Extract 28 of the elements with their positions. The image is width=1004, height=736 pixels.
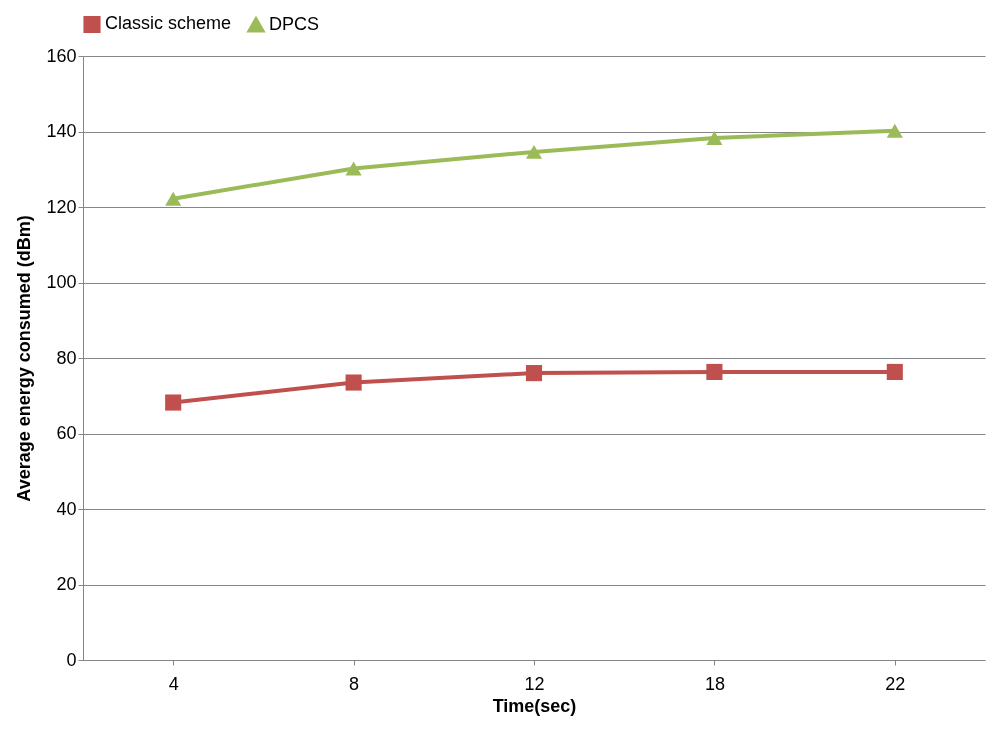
point (886, 123, 903, 138)
legend-label: DPCS (269, 13, 320, 34)
y-tick-label: 100 (46, 272, 77, 292)
y-tick-label: 140 (46, 121, 77, 141)
x-tick-label: 12 (524, 673, 545, 694)
legend-label: Classic scheme (105, 13, 232, 34)
point (706, 363, 723, 381)
y-tick-label: 60 (56, 423, 77, 443)
point (525, 365, 543, 382)
point (886, 363, 903, 381)
x-tick-label: 22 (885, 673, 906, 694)
y-axis-title: Average energy consumed (dBm) (14, 215, 35, 502)
point (165, 394, 182, 411)
y-tick-label: 40 (56, 498, 77, 519)
x-axis-title: Time(sec) (492, 695, 577, 716)
point (345, 374, 362, 391)
y-tick-label: 0 (66, 649, 77, 670)
x-tick-label: 18 (704, 673, 725, 694)
point (706, 130, 723, 145)
point (525, 144, 543, 159)
y-tick-label: 20 (56, 574, 77, 594)
x-tick-label: 4 (168, 673, 179, 694)
y-tick-label: 120 (46, 196, 77, 217)
y-tick-label: 160 (46, 45, 77, 66)
point (165, 191, 182, 206)
x-tick-label: 8 (349, 673, 360, 694)
point (345, 161, 362, 176)
y-tick-label: 80 (56, 347, 77, 368)
